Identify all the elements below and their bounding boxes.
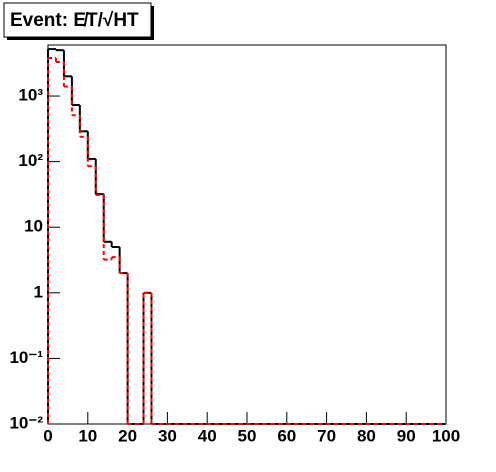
x-tick-label: 70 xyxy=(317,426,336,445)
chart-title: Event: E̸T/√HT xyxy=(10,10,139,31)
x-tick-label: 90 xyxy=(397,426,416,445)
y-tick-label: 10³ xyxy=(18,86,43,105)
x-tick-label: 100 xyxy=(432,426,460,445)
title-box xyxy=(3,2,152,38)
x-tick-label: 0 xyxy=(43,426,52,445)
y-tick-label: 1 xyxy=(34,282,43,301)
y-tick-label: 10⁻² xyxy=(9,413,43,432)
x-tick-label: 60 xyxy=(277,426,296,445)
y-tick-label: 10² xyxy=(18,151,43,170)
x-tick-label: 30 xyxy=(158,426,177,445)
x-tick-label: 80 xyxy=(357,426,376,445)
x-tick-label: 10 xyxy=(78,426,97,445)
y-tick-label: 10 xyxy=(24,217,43,236)
x-tick-label: 40 xyxy=(198,426,217,445)
x-tick-label: 20 xyxy=(118,426,137,445)
x-tick-label: 50 xyxy=(238,426,257,445)
y-tick-label: 10⁻¹ xyxy=(9,348,43,367)
